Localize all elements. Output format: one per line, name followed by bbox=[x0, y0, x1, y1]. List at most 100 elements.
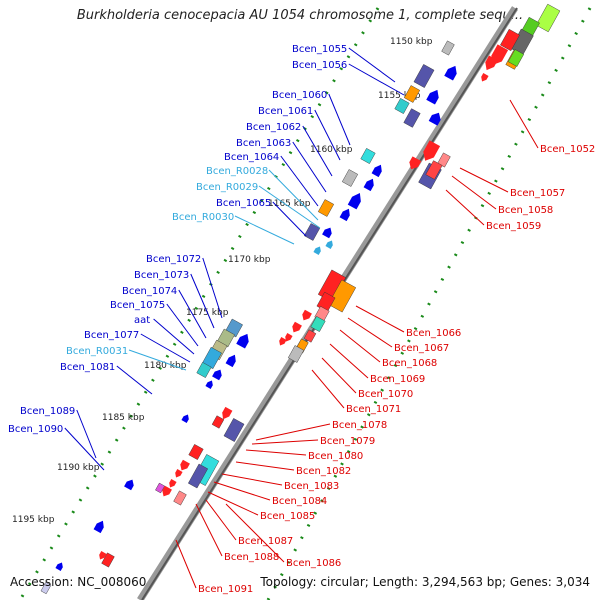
gene-feature[interactable] bbox=[188, 463, 208, 489]
gene-arrow[interactable] bbox=[482, 55, 498, 72]
gene-feature[interactable] bbox=[196, 362, 212, 378]
gene-label[interactable]: Bcen_1056 bbox=[292, 60, 347, 71]
gene-feature[interactable] bbox=[425, 160, 443, 180]
gene-arrow[interactable] bbox=[225, 353, 239, 368]
gene-arrow[interactable] bbox=[205, 379, 214, 389]
gene-label[interactable]: Bcen_1055 bbox=[292, 44, 347, 55]
gene-arrow[interactable] bbox=[363, 177, 377, 192]
gene-feature[interactable] bbox=[441, 40, 455, 56]
gene-label[interactable]: Bcen_1067 bbox=[394, 343, 449, 354]
gene-feature[interactable] bbox=[341, 169, 359, 187]
gene-arrow[interactable] bbox=[167, 479, 177, 489]
gene-label[interactable]: Bcen_1089 bbox=[20, 406, 75, 417]
gene-arrow[interactable] bbox=[97, 551, 107, 561]
gene-arrow[interactable] bbox=[178, 459, 190, 473]
gene-feature[interactable] bbox=[40, 581, 52, 595]
gene-feature[interactable] bbox=[507, 49, 525, 67]
gene-label[interactable]: Bcen_1088 bbox=[224, 552, 279, 563]
gene-label[interactable]: Bcen_1078 bbox=[332, 420, 387, 431]
gene-arrow[interactable] bbox=[160, 485, 172, 499]
gene-arrow[interactable] bbox=[55, 561, 64, 571]
gene-label[interactable]: Bcen_1057 bbox=[510, 188, 565, 199]
gene-arrow[interactable] bbox=[212, 368, 224, 381]
gene-label[interactable]: Bcen_1087 bbox=[238, 536, 293, 547]
gene-feature[interactable] bbox=[317, 199, 335, 217]
gene-label[interactable]: Bcen_1085 bbox=[260, 511, 315, 522]
gene-feature[interactable] bbox=[211, 415, 225, 429]
gene-label[interactable]: Bcen_R0030 bbox=[172, 212, 234, 223]
gene-label[interactable]: Bcen_1091 bbox=[198, 584, 253, 595]
gene-label[interactable]: Bcen_1080 bbox=[308, 451, 363, 462]
gene-label[interactable]: Bcen_1064 bbox=[224, 152, 279, 163]
gene-arrow[interactable] bbox=[407, 156, 422, 171]
gene-feature[interactable] bbox=[360, 148, 376, 164]
gene-label[interactable]: Bcen_1068 bbox=[382, 358, 437, 369]
gene-label[interactable]: Bcen_1052 bbox=[540, 144, 595, 155]
gene-arrow[interactable] bbox=[173, 469, 183, 479]
gene-label[interactable]: Bcen_1074 bbox=[122, 286, 177, 297]
gene-feature[interactable] bbox=[155, 482, 165, 494]
gene-feature[interactable] bbox=[535, 3, 561, 33]
gene-label[interactable]: Bcen_1063 bbox=[236, 138, 291, 149]
gene-feature[interactable] bbox=[403, 85, 421, 103]
gene-feature[interactable] bbox=[188, 444, 204, 460]
gene-label[interactable]: Bcen_1061 bbox=[258, 106, 313, 117]
gene-feature[interactable] bbox=[310, 316, 326, 332]
gene-label[interactable]: Bcen_1073 bbox=[134, 270, 189, 281]
gene-label[interactable]: Bcen_1058 bbox=[498, 205, 553, 216]
gene-feature[interactable] bbox=[413, 64, 435, 88]
gene-arrow[interactable] bbox=[124, 478, 136, 491]
gene-arrow[interactable] bbox=[420, 140, 441, 163]
gene-label[interactable]: Bcen_1077 bbox=[84, 330, 139, 341]
gene-label[interactable]: Bcen_1072 bbox=[146, 254, 201, 265]
gene-arrow[interactable] bbox=[322, 226, 334, 239]
gene-feature[interactable] bbox=[287, 345, 305, 363]
gene-arrow[interactable] bbox=[181, 413, 190, 423]
gene-arrow[interactable] bbox=[325, 239, 334, 249]
gene-arrow[interactable] bbox=[371, 163, 385, 178]
gene-label[interactable]: Bcen_1081 bbox=[60, 362, 115, 373]
gene-label[interactable]: Bcen_1071 bbox=[346, 404, 401, 415]
gene-label[interactable]: Bcen_1069 bbox=[370, 374, 425, 385]
gene-feature[interactable] bbox=[101, 552, 115, 568]
gene-label[interactable]: aat bbox=[134, 315, 150, 326]
gene-label[interactable]: Bcen_1062 bbox=[246, 122, 301, 133]
gene-arrow[interactable] bbox=[444, 63, 460, 81]
gene-label[interactable]: Bcen_1082 bbox=[296, 466, 351, 477]
gene-label[interactable]: Bcen_R0028 bbox=[206, 166, 268, 177]
gene-arrow[interactable] bbox=[290, 321, 302, 335]
gene-label[interactable]: Bcen_1079 bbox=[320, 436, 375, 447]
gene-arrow[interactable] bbox=[220, 406, 233, 421]
gene-arrow[interactable] bbox=[479, 73, 489, 83]
gene-label[interactable]: Bcen_R0031 bbox=[66, 346, 128, 357]
gene-feature[interactable] bbox=[394, 98, 410, 114]
gene-feature[interactable] bbox=[403, 108, 421, 128]
gene-arrow[interactable] bbox=[426, 87, 442, 105]
gene-arrow[interactable] bbox=[236, 331, 252, 349]
gene-arrow[interactable] bbox=[300, 309, 312, 323]
gene-label[interactable]: Bcen_1060 bbox=[272, 90, 327, 101]
gene-label[interactable]: Bcen_1075 bbox=[110, 300, 165, 311]
gene-arrow[interactable] bbox=[347, 191, 365, 210]
gene-label[interactable]: Bcen_R0029 bbox=[196, 182, 258, 193]
gene-label[interactable]: Bcen_1066 bbox=[406, 328, 461, 339]
gene-arrow[interactable] bbox=[313, 245, 322, 255]
gene-label[interactable]: Bcen_1084 bbox=[272, 496, 327, 507]
gene-feature[interactable] bbox=[173, 490, 187, 506]
gene-label[interactable]: Bcen_1065 bbox=[216, 198, 271, 209]
gene-arrow[interactable] bbox=[93, 519, 107, 534]
gene-label[interactable]: Bcen_1090 bbox=[8, 424, 63, 435]
gene-arrow[interactable] bbox=[428, 110, 444, 126]
gene-feature[interactable] bbox=[500, 28, 520, 52]
gene-arrow[interactable] bbox=[339, 207, 353, 222]
gene-label[interactable]: Bcen_1086 bbox=[286, 558, 341, 569]
gene-label[interactable]: Bcen_1070 bbox=[358, 389, 413, 400]
gene-arrow[interactable] bbox=[277, 337, 287, 347]
gene-feature[interactable] bbox=[327, 279, 357, 313]
gene-label[interactable]: Bcen_1059 bbox=[486, 221, 541, 232]
gene-label[interactable]: Bcen_1083 bbox=[284, 481, 339, 492]
gene-feature[interactable] bbox=[303, 223, 321, 241]
gene-feature[interactable] bbox=[303, 329, 317, 343]
gene-feature[interactable] bbox=[223, 418, 245, 442]
gene-arrow[interactable] bbox=[283, 333, 293, 343]
